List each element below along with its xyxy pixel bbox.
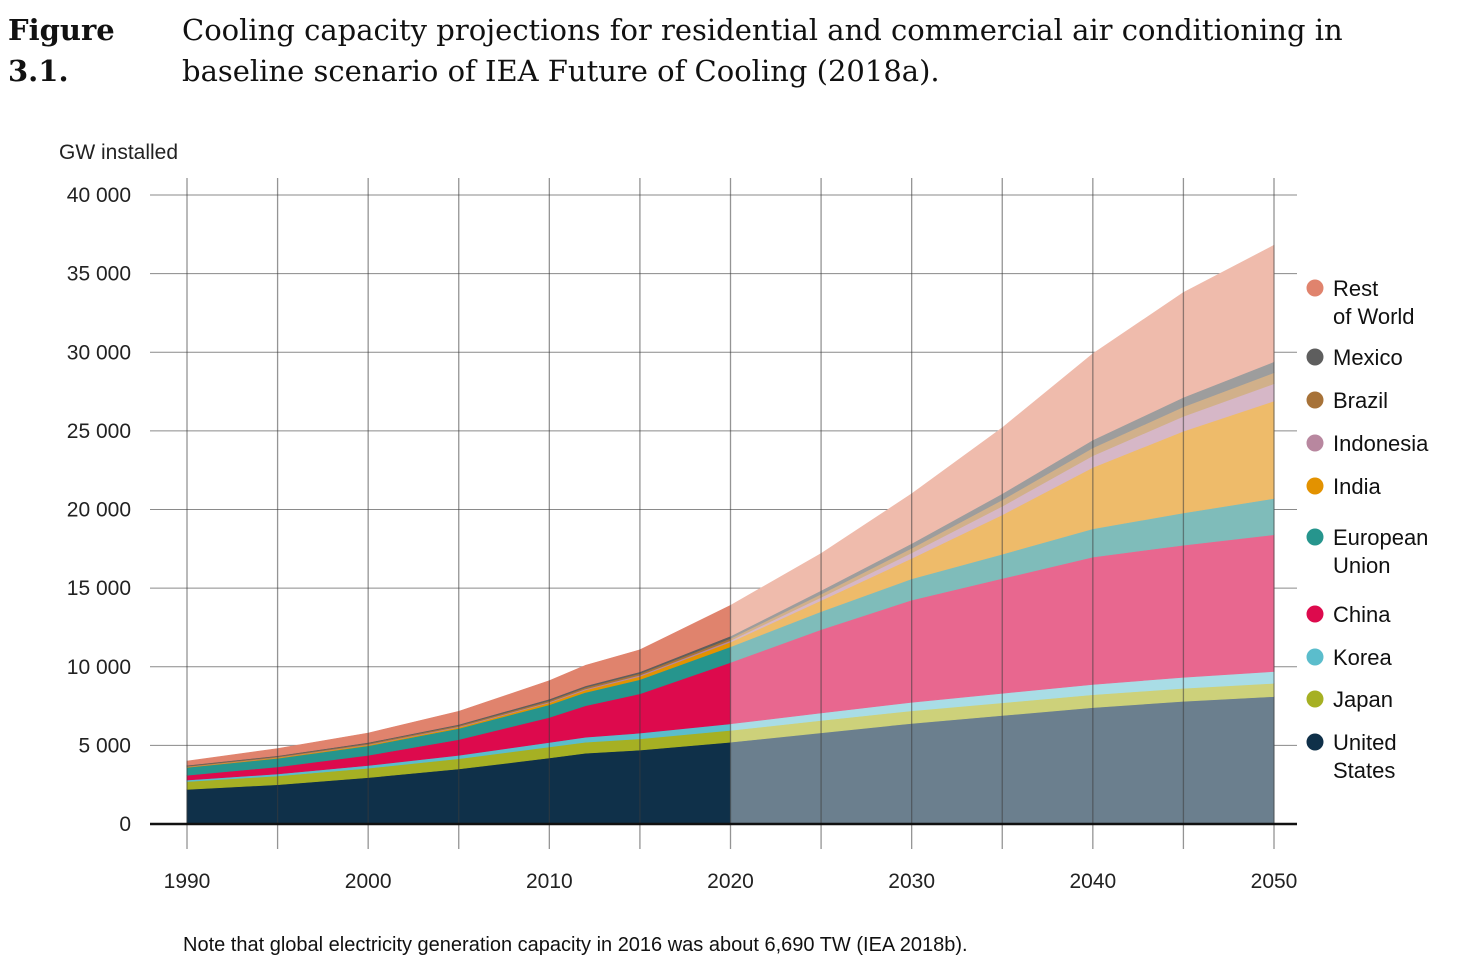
legend-swatch-united-states: [1306, 733, 1324, 751]
legend-label: Rest: [1333, 276, 1378, 301]
vertical-gridlines: [186, 178, 1275, 849]
figure-note: Note that global electricity generation …: [183, 934, 968, 956]
legend-label: Korea: [1333, 645, 1392, 670]
y-tick-label: 10 000: [67, 656, 131, 679]
y-tick-label: 35 000: [67, 263, 131, 286]
legend-swatch-japan: [1306, 690, 1324, 708]
y-axis-title: GW installed: [59, 141, 178, 164]
legend-label: United: [1333, 730, 1397, 755]
legend-swatch-china: [1306, 605, 1324, 623]
legend-label: Mexico: [1333, 345, 1403, 370]
y-tick-label: 0: [119, 813, 131, 836]
y-tick-label: 40 000: [67, 184, 131, 207]
y-tick-label: 5 000: [78, 734, 131, 757]
legend-label: Brazil: [1333, 388, 1388, 413]
x-tick-label: 2010: [526, 870, 573, 893]
y-tick-label: 30 000: [67, 341, 131, 364]
x-tick-label: 2030: [888, 870, 935, 893]
axes: 0 5 000 10 000 15 000 20 000 25 000 30 000 35 0…: [67, 184, 1298, 893]
legend-label: of World: [1333, 304, 1415, 329]
legend-swatch-rest-of-world: [1306, 279, 1324, 297]
legend-label: Japan: [1333, 687, 1393, 712]
legend-swatch-korea: [1306, 648, 1324, 666]
y-tick-label: 15 000: [67, 577, 131, 600]
legend-label: States: [1333, 758, 1395, 783]
legend-label: Indonesia: [1333, 431, 1429, 456]
legend-label: India: [1333, 474, 1381, 499]
legend: Rest of World Mexico Brazil Indonesia India Eu…: [1306, 276, 1429, 783]
figure-caption-text: Cooling capacity projections for residen…: [182, 13, 1343, 88]
x-tick-label: 1990: [164, 870, 211, 893]
stacked-area-chart: 0 5 000 10 000 15 000 20 000 25 000 30 000 35 0…: [59, 141, 1429, 893]
figure-caption-label: Figure 3.1.: [8, 13, 115, 88]
x-tick-label: 2050: [1251, 870, 1298, 893]
x-tick-label: 2040: [1069, 870, 1116, 893]
legend-label: European: [1333, 525, 1428, 550]
y-tick-label: 25 000: [67, 420, 131, 443]
y-tick-label: 20 000: [67, 499, 131, 522]
x-tick-label: 2000: [345, 870, 392, 893]
legend-swatch-mexico: [1306, 348, 1324, 366]
legend-swatch-indonesia: [1306, 434, 1324, 452]
legend-label: China: [1333, 602, 1391, 627]
x-tick-label: 2020: [707, 870, 754, 893]
legend-swatch-brazil: [1306, 391, 1324, 409]
legend-swatch-india: [1306, 477, 1324, 495]
figure-caption: Figure 3.1. Cooling capacity projections …: [8, 10, 1448, 92]
legend-swatch-european-union: [1306, 528, 1324, 546]
legend-label: Union: [1333, 553, 1390, 578]
